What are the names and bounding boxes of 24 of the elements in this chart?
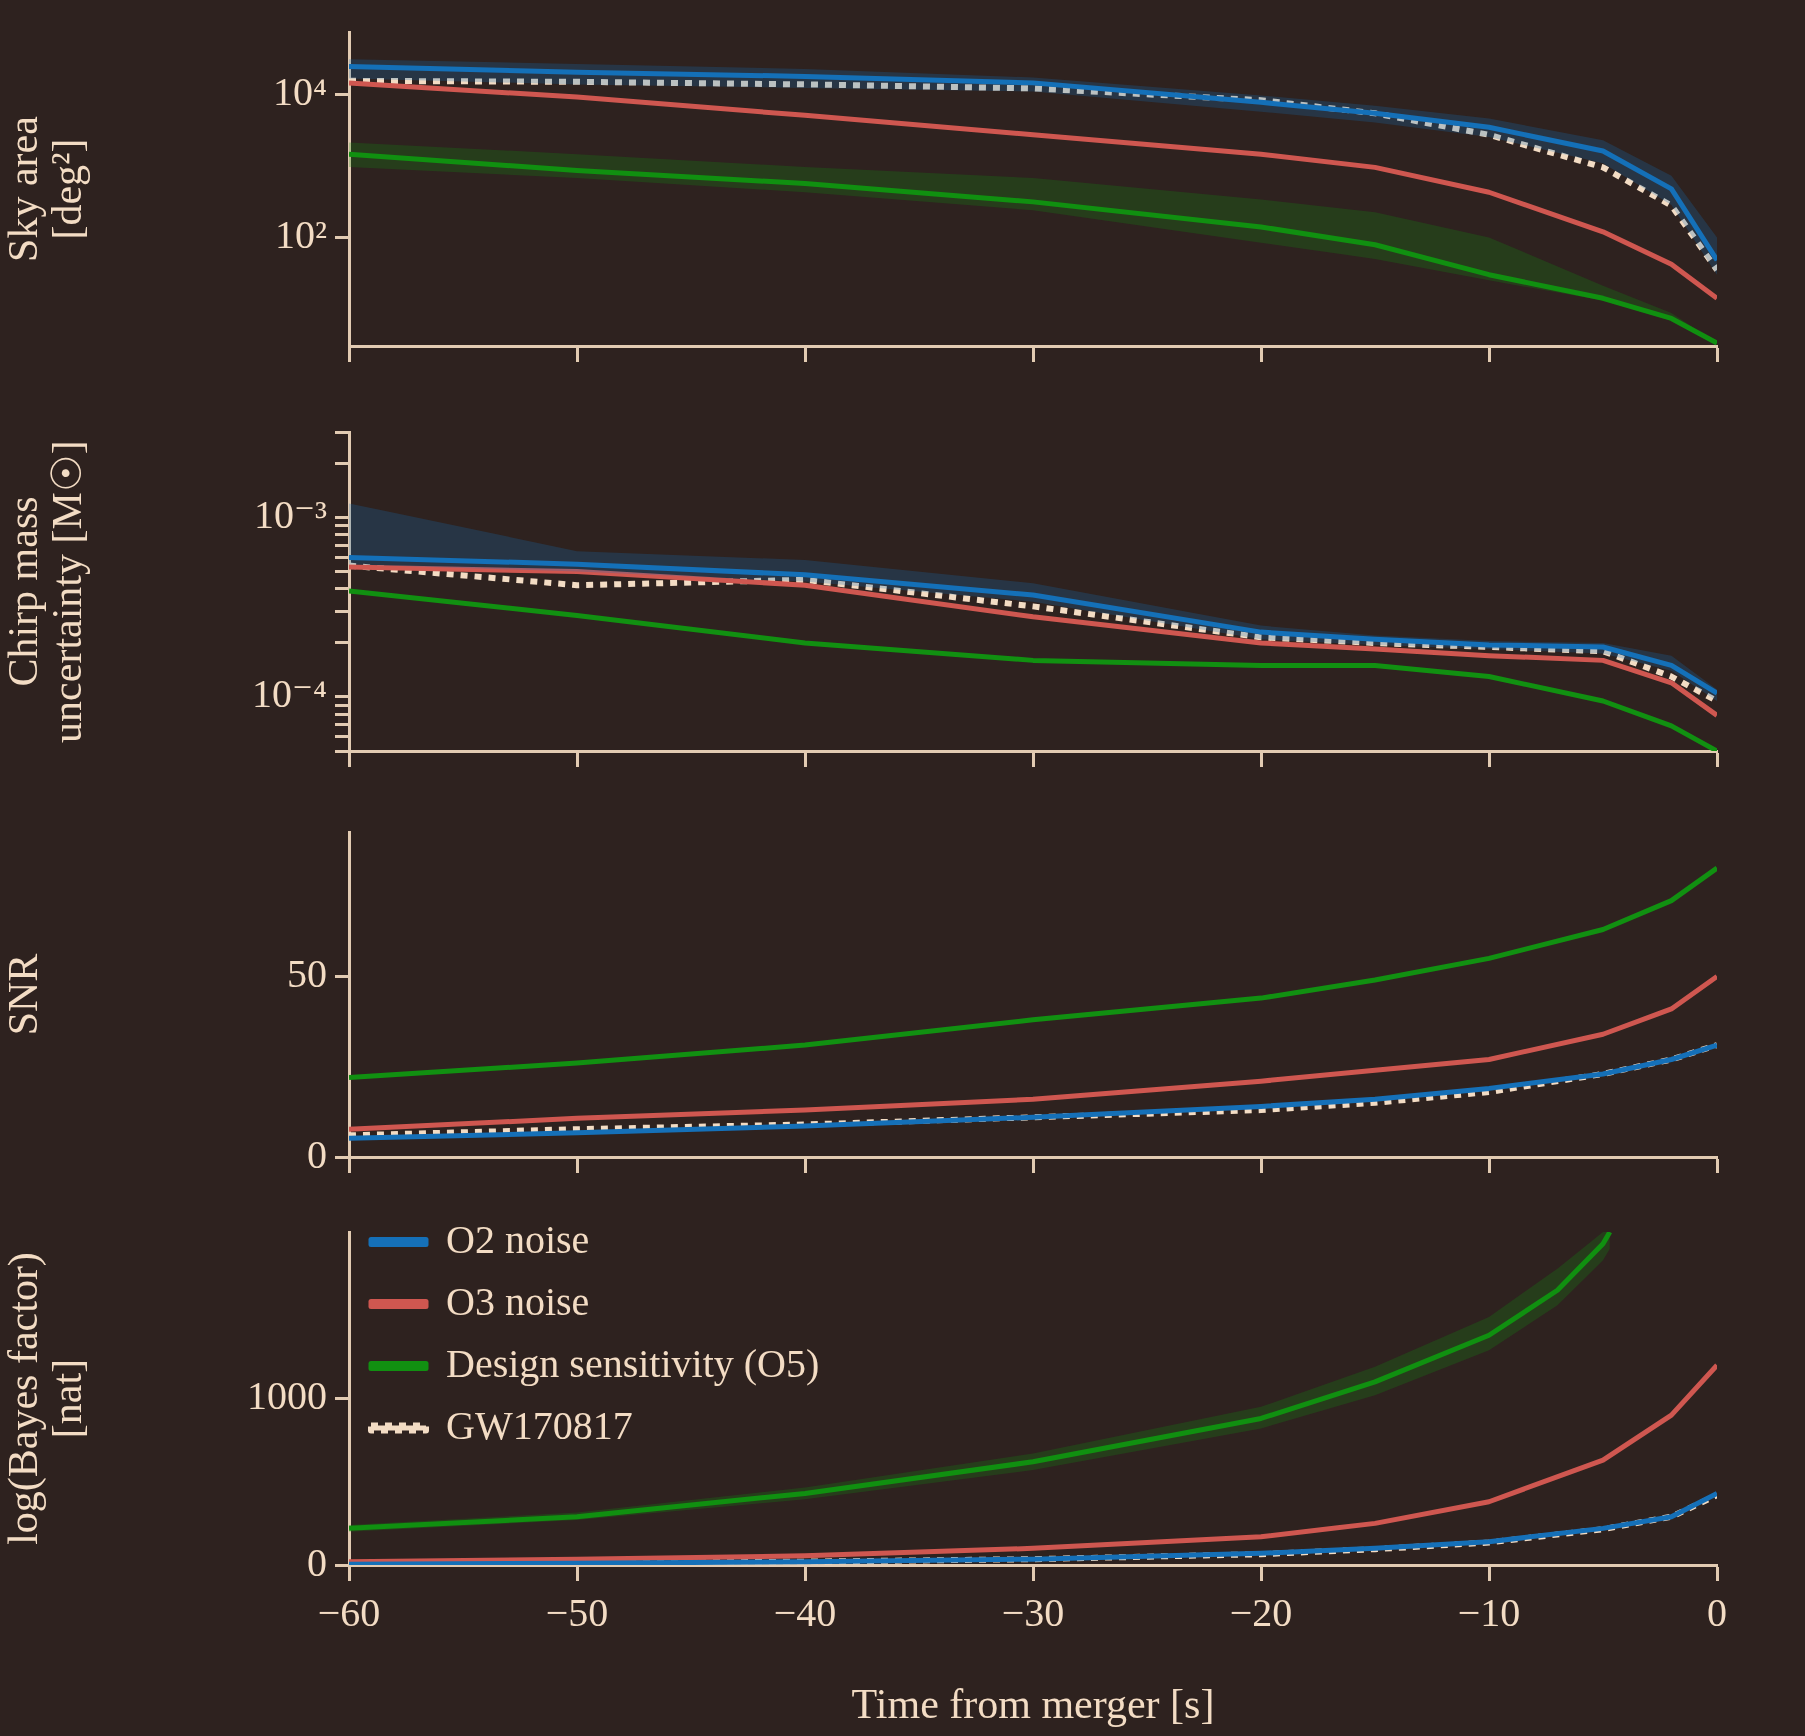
x-tick-label: −20 bbox=[1229, 1589, 1293, 1635]
x-axis-title: Time from merger [s] bbox=[851, 1680, 1215, 1727]
legend-label: Design sensitivity (O5) bbox=[446, 1340, 820, 1386]
x-tick-label: −60 bbox=[317, 1589, 381, 1635]
y-tick-label: 10⁻³ bbox=[253, 492, 327, 538]
legend-label: O3 noise bbox=[446, 1278, 590, 1324]
legend-label: GW170817 bbox=[446, 1402, 633, 1448]
y-tick-label: 0 bbox=[307, 1131, 327, 1177]
y-axis-title: SNR bbox=[0, 953, 47, 1036]
x-tick-label: −30 bbox=[1001, 1589, 1065, 1635]
x-tick-label: −10 bbox=[1457, 1589, 1521, 1635]
legend-label: O2 noise bbox=[446, 1216, 590, 1262]
y-tick-label: 50 bbox=[287, 950, 327, 996]
y-axis-title: Chirp mass uncertainty [M☉] bbox=[0, 440, 91, 743]
x-tick-label: −40 bbox=[773, 1589, 837, 1635]
y-axis-title: log(Bayes factor) [nat] bbox=[0, 1252, 91, 1545]
x-tick-label: −50 bbox=[545, 1589, 609, 1635]
x-tick-label: 0 bbox=[1707, 1589, 1727, 1635]
y-tick-label: 10⁴ bbox=[273, 69, 327, 115]
y-tick-label: 0 bbox=[307, 1539, 327, 1585]
y-tick-label: 10⁻⁴ bbox=[251, 671, 327, 717]
y-tick-label: 1000 bbox=[247, 1373, 327, 1418]
y-tick-label: 10² bbox=[275, 211, 327, 257]
y-axis-title: Sky area [deg²] bbox=[0, 115, 91, 262]
